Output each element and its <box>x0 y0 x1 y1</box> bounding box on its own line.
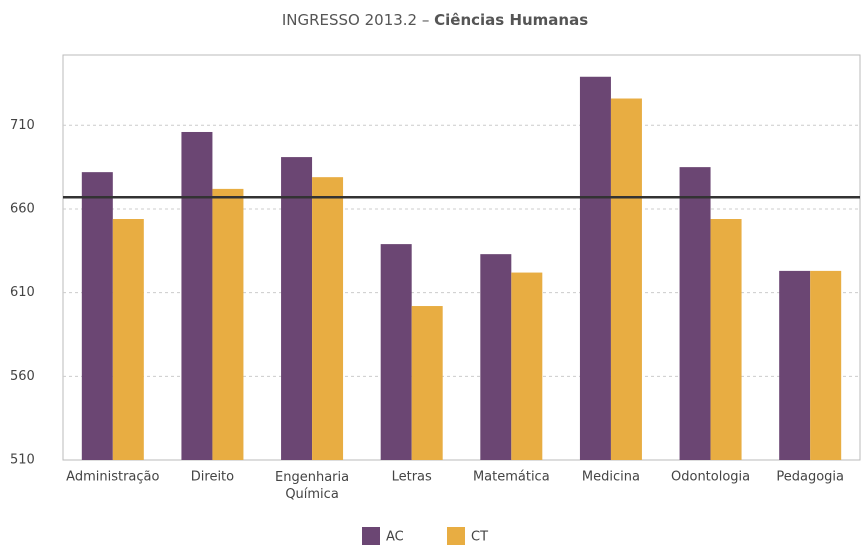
bar <box>610 98 642 461</box>
y-tick-label: 660 <box>10 201 35 216</box>
y-tick-label: 710 <box>10 118 35 133</box>
x-tick-label: Pedagogia <box>776 470 844 485</box>
x-tick-label: Letras <box>392 470 432 485</box>
bar <box>579 76 611 460</box>
x-tick-label: Odontologia <box>671 470 750 485</box>
x-tick-label: Matemática <box>473 470 550 485</box>
x-tick-label: Medicina <box>582 470 640 485</box>
y-tick-label: 510 <box>10 453 35 468</box>
bar <box>312 177 344 460</box>
legend-label: AC <box>386 530 404 545</box>
legend-label: CT <box>471 530 488 545</box>
legend-swatch <box>447 527 465 545</box>
bar <box>679 167 711 460</box>
bar <box>181 131 213 461</box>
y-tick-label: 610 <box>10 285 35 300</box>
bar <box>212 188 244 461</box>
x-tick-label-line: Química <box>285 487 338 502</box>
x-tick-label-line: Engenharia <box>275 470 349 485</box>
bar <box>380 244 412 460</box>
bar <box>81 172 113 461</box>
title-part: INGRESSO 2013.2 – <box>282 11 434 29</box>
bar <box>810 270 842 460</box>
bar <box>779 270 811 460</box>
title-part: Ciências Humanas <box>434 11 588 29</box>
chart-title: INGRESSO 2013.2 – Ciências Humanas <box>282 11 588 29</box>
bar <box>411 306 443 460</box>
bar <box>480 254 512 460</box>
bar <box>281 157 313 460</box>
y-tick-label: 560 <box>10 369 35 384</box>
legend-swatch <box>362 527 380 545</box>
x-tick-label: Engenharia Química <box>275 470 349 502</box>
bar <box>511 272 543 460</box>
x-tick-label: Administração <box>66 470 159 485</box>
bar <box>112 219 144 460</box>
x-tick-label: Direito <box>191 470 234 485</box>
plot-border <box>62 54 861 461</box>
bar <box>710 219 742 460</box>
